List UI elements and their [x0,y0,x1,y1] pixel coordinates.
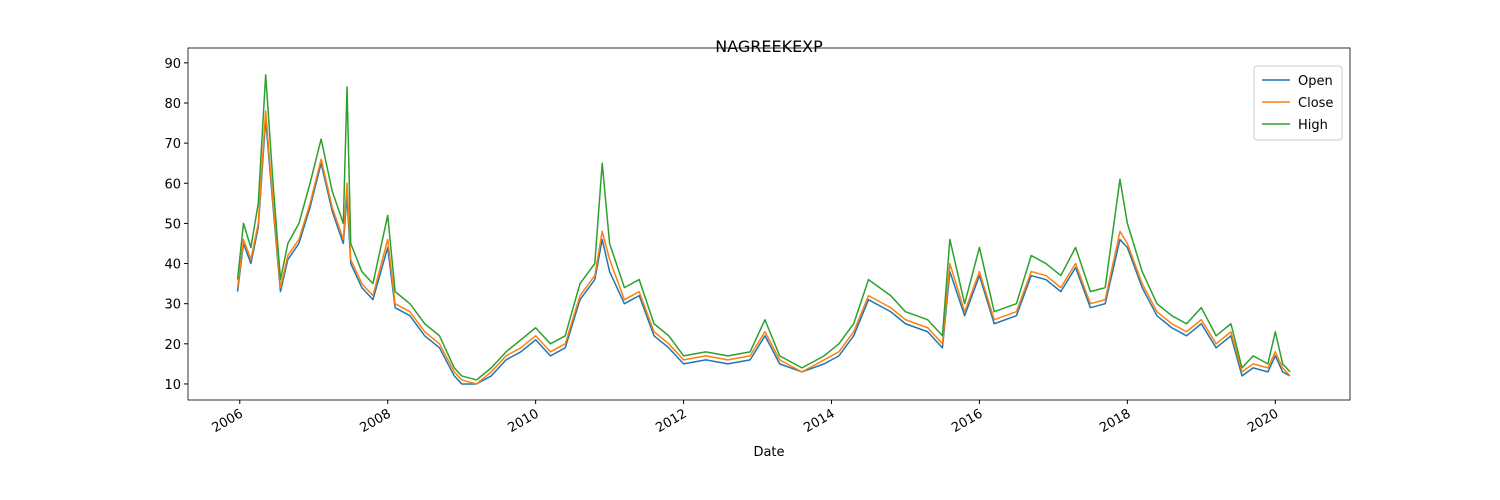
plot-frame [187,47,1351,401]
x-tick-label: 2006 [210,406,246,436]
legend-box [1253,65,1343,141]
legend-label: High [1298,118,1328,133]
x-tick-label: 2020 [1245,406,1281,436]
legend-label: Open [1298,74,1333,89]
y-tick-label: 90 [164,57,181,72]
x-tick-label: 2010 [505,406,541,436]
y-tick-label: 10 [164,378,181,393]
legend-label: Close [1298,96,1333,111]
y-tick-label: 30 [164,298,181,313]
x-tick-label: 2018 [1097,406,1133,436]
y-tick-label: 70 [164,137,181,152]
y-tick-label: 50 [164,217,181,232]
y-tick-label: 20 [164,338,181,353]
x-tick-label: 2008 [358,406,394,436]
series-line [236,74,1291,381]
x-tick-label: 2014 [801,406,837,436]
chart-title: NAGREEKEXP [715,37,823,56]
series-line [236,110,1291,385]
y-tick-label: 40 [164,258,181,273]
x-tick-label: 2012 [653,406,689,436]
x-axis-label: Date [753,445,784,460]
y-tick-label: 80 [164,97,181,112]
x-tick-label: 2016 [949,406,985,436]
series-line [236,118,1291,385]
y-tick-label: 60 [164,177,181,192]
